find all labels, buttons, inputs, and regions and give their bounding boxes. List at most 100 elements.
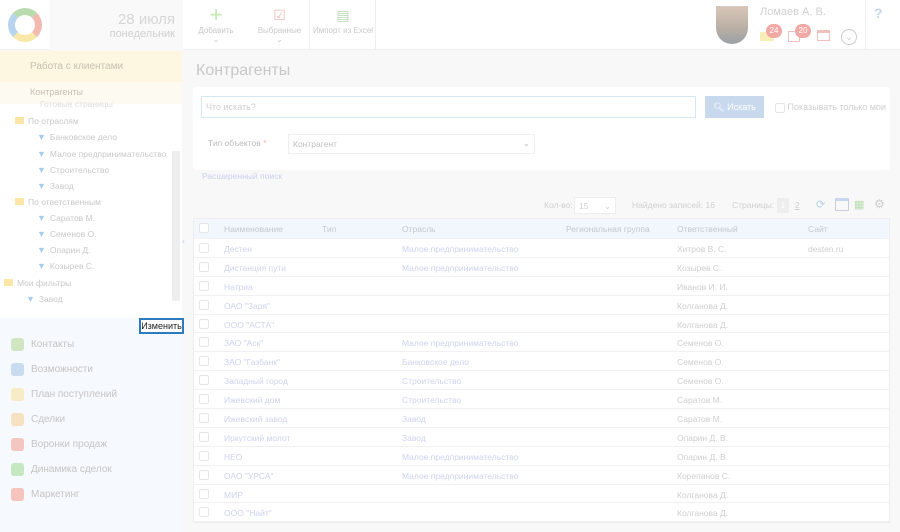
sidebar-item-menu[interactable]: Контакты <box>0 334 182 359</box>
sidebar-item-menu[interactable]: Сделки <box>0 409 182 434</box>
table-row[interactable]: Натриа Иванов И. И. <box>194 277 889 296</box>
table-row[interactable]: ЗАО "Газбанк" Банковское дело Семенов О. <box>194 352 889 372</box>
row-checkbox[interactable] <box>199 356 209 367</box>
column-type[interactable]: Тип <box>322 224 337 234</box>
tree-filter[interactable]: Козырев С. <box>37 261 94 271</box>
table-row[interactable]: Дистанция пути Малое предпринимательство К… <box>194 258 889 277</box>
row-checkbox[interactable] <box>199 318 209 329</box>
help-icon[interactable]: ? <box>874 5 883 21</box>
search-input[interactable]: Что искать? <box>201 96 696 118</box>
tree-filter[interactable]: Опарин Д. <box>37 245 91 255</box>
page-2[interactable]: 2 <box>795 200 800 210</box>
row-checkbox[interactable] <box>199 394 209 405</box>
collapse-sidebar-icon[interactable]: ‹ <box>182 236 185 246</box>
advanced-search-link[interactable]: Расширенный поиск <box>202 171 283 181</box>
table-row[interactable]: ЗАО "Аск" Малое предпринимательство Семено… <box>194 333 889 353</box>
select-all-checkbox[interactable] <box>199 223 209 233</box>
logo-icon[interactable] <box>8 8 42 42</box>
checkbox[interactable] <box>775 102 785 113</box>
row-checkbox[interactable] <box>199 261 209 272</box>
table-row[interactable]: Иркутский молот Завод Опарин Д. В. <box>194 428 889 447</box>
row-checkbox[interactable] <box>199 243 209 253</box>
cell-name[interactable]: ОАО "УРСА" <box>224 470 274 481</box>
sidebar-item-menu[interactable]: Воронки продаж <box>0 434 182 459</box>
table-row[interactable]: МИР Колганова Д. <box>194 485 889 504</box>
tree-folder[interactable]: По ответственным <box>15 197 101 207</box>
cell-name[interactable]: ООО "АСТА" <box>224 319 275 330</box>
sidebar-item-clients[interactable]: Работа с клиентами <box>0 51 182 82</box>
sidebar-item-menu[interactable]: Возможности <box>0 359 182 384</box>
column-region[interactable]: Региональная группа <box>566 224 650 234</box>
cell-name[interactable]: ОАО "Заря" <box>224 300 271 311</box>
count-select[interactable]: 15 ⌄ <box>574 197 616 214</box>
row-checkbox[interactable] <box>199 337 209 348</box>
table-row[interactable]: Ижевский завод Завод Саратов М. <box>194 409 889 428</box>
refresh-icon[interactable]: ⟳ <box>816 199 826 211</box>
row-checkbox[interactable] <box>199 469 209 480</box>
tree-filter[interactable]: Семенов О. <box>37 229 97 239</box>
column-name[interactable]: Наименование <box>224 224 283 234</box>
table-row[interactable]: ООО "Найт" Колганова Д. <box>194 503 889 523</box>
tree-filter[interactable]: Завод <box>26 294 63 304</box>
cell-site[interactable]: desten.ru <box>808 244 844 254</box>
table-row[interactable]: ОАО "УРСА" Малое предпринимательство Кореп… <box>194 466 889 485</box>
type-select[interactable]: Контрагент ⌄ <box>288 134 535 154</box>
column-responsible[interactable]: Ответственный <box>677 224 738 234</box>
cell-name[interactable]: Западный город <box>224 376 288 387</box>
cell-name[interactable]: ЗАО "Аск" <box>224 338 264 349</box>
cell-name[interactable]: Натриа <box>224 281 253 292</box>
row-checkbox[interactable] <box>199 299 209 310</box>
tree-filter[interactable]: Банковское дело <box>37 132 117 142</box>
table-row[interactable]: ОАО "Заря" Колганова Д. <box>194 296 889 315</box>
tree-filter[interactable]: Малое предпринимательство <box>37 149 166 159</box>
cell-name[interactable]: ООО "Найт" <box>224 508 272 519</box>
edit-button[interactable]: Изменить <box>139 318 184 334</box>
row-checkbox[interactable] <box>199 507 209 518</box>
user-name[interactable]: Ломаев А. В. <box>760 6 826 18</box>
cell-name[interactable]: НЕО <box>224 451 243 462</box>
mail-icon[interactable] <box>760 32 774 41</box>
table-row[interactable]: Ижевский дом Строительство Саратов М. <box>194 390 889 410</box>
cell-name[interactable]: Дистанция пути <box>224 262 287 273</box>
cell-name[interactable]: Дестен <box>224 244 252 254</box>
tree-filter[interactable]: Саратов М. <box>37 213 95 223</box>
row-checkbox[interactable] <box>199 488 209 499</box>
add-button[interactable]: + Добавить ⌄ <box>186 0 246 50</box>
cell-name[interactable]: Иркутский молот <box>224 432 291 443</box>
import-excel-button[interactable]: ▤ Импорт из Excel <box>311 0 376 50</box>
export-icon[interactable]: ▦ <box>854 199 865 211</box>
table-row[interactable]: ООО "АСТА" Колганова Д. <box>194 315 889 334</box>
row-checkbox[interactable] <box>199 375 209 386</box>
cell-name[interactable]: Ижевский дом <box>224 395 281 406</box>
user-menu-chevron-icon[interactable]: ⌄ <box>841 29 857 45</box>
gear-icon[interactable]: ⚙ <box>874 197 885 211</box>
favorites-button[interactable]: ☑ Выбранные ⌄ <box>250 0 310 50</box>
tree-folder[interactable]: Мои фильтры <box>4 278 71 288</box>
calendar-icon[interactable] <box>817 30 830 41</box>
search-button[interactable]: 🔍︎ Искать <box>705 96 764 118</box>
only-mine-checkbox[interactable]: Показывать только мои <box>775 102 886 113</box>
table-row[interactable]: Западный город Строительство Семенов О. <box>194 371 889 391</box>
sidebar-item-counterparties[interactable]: Контрагенты <box>0 82 182 104</box>
row-checkbox[interactable] <box>199 280 209 291</box>
row-checkbox[interactable] <box>199 413 209 424</box>
column-site[interactable]: Сайт <box>808 224 828 234</box>
column-industry[interactable]: Отрасль <box>402 224 436 234</box>
sidebar-item-menu[interactable]: Маркетинг <box>0 484 182 509</box>
row-checkbox[interactable] <box>199 450 209 461</box>
table-row[interactable]: Дестен Малое предпринимательство Хитров В.… <box>194 239 889 258</box>
tree-filter[interactable]: Строительство <box>37 165 109 175</box>
columns-icon[interactable] <box>835 198 849 211</box>
tree-scrollbar[interactable] <box>172 151 180 301</box>
tree-filter[interactable]: Завод <box>37 181 74 191</box>
sidebar-item-menu[interactable]: План поступлений <box>0 384 182 409</box>
cell-name[interactable]: МИР <box>224 489 243 500</box>
cell-name[interactable]: ЗАО "Газбанк" <box>224 357 280 368</box>
cell-name[interactable]: Ижевский завод <box>224 414 288 425</box>
sidebar-item-menu[interactable]: Динамика сделок <box>0 459 182 484</box>
page-1[interactable]: 1 <box>777 198 789 213</box>
tree-item[interactable]: Готовые страницы <box>40 99 113 109</box>
row-checkbox[interactable] <box>199 431 209 442</box>
tree-folder[interactable]: По отраслям <box>15 116 79 126</box>
table-row[interactable]: НЕО Малое предпринимательство Опарин Д. В. <box>194 447 889 466</box>
